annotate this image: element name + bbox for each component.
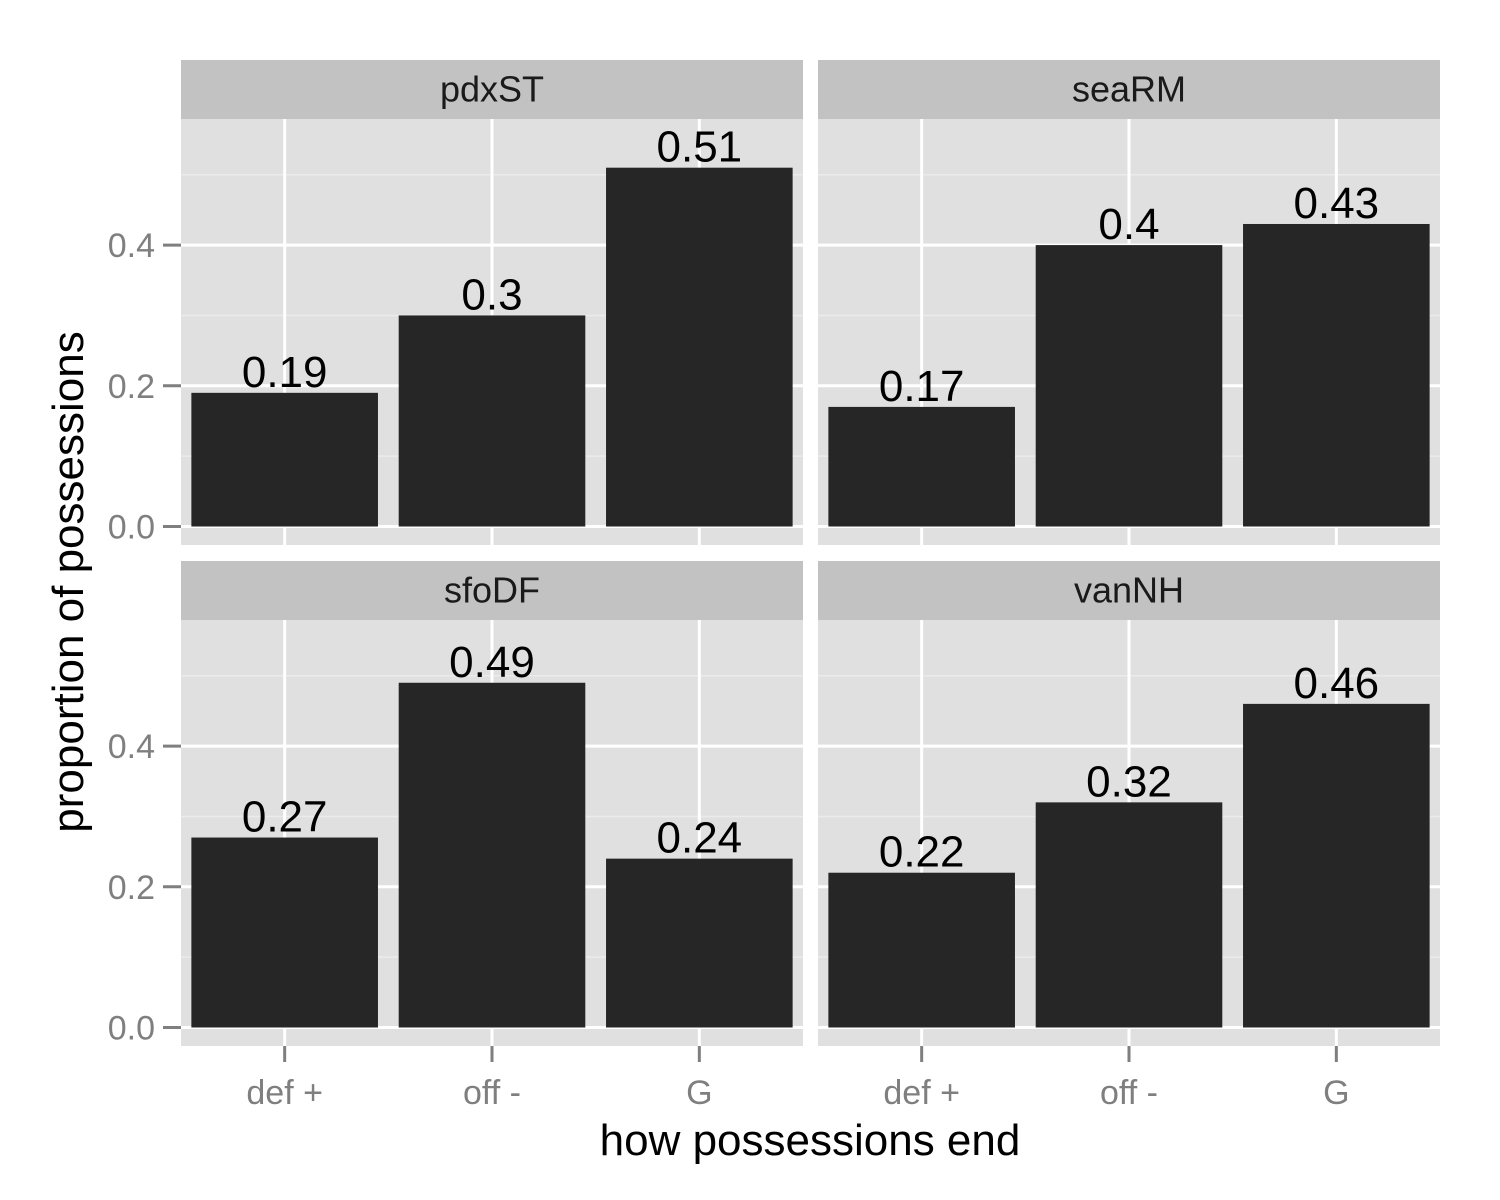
facet-panels: pdxST 0.19 0.3 0.51 seaRM 0.17 0.4 0.43 sfoDF 0.2…: [181, 60, 1440, 1046]
bar-value-label: 0.46: [1294, 659, 1380, 708]
strip-background: [181, 60, 803, 119]
bar-off-sfoDF: [398, 682, 586, 1028]
x-tick-label: G: [1323, 1074, 1349, 1112]
bar-def-vanNH: [828, 872, 1015, 1028]
facet-panel-sfoDF: sfoDF 0.27 0.49 0.24: [181, 561, 803, 1046]
bar-value-label: 0.19: [242, 348, 328, 397]
y-tick-label: 0.2: [108, 368, 155, 406]
bar-def-sfoDF: [191, 837, 378, 1028]
strip-label: vanNH: [1074, 570, 1184, 611]
bar-value-label: 0.51: [657, 123, 743, 172]
y-axis-title: proportion of possessions: [44, 331, 93, 832]
bar-off-seaRM: [1035, 245, 1223, 527]
bar-def-pdxST: [191, 392, 378, 527]
bar-value-label: 0.32: [1086, 757, 1172, 806]
bar-value-label: 0.17: [879, 362, 965, 411]
x-axis-title: how possessions end: [600, 1116, 1021, 1165]
bar-value-label: 0.4: [1098, 200, 1159, 249]
bar-value-label: 0.43: [1294, 179, 1380, 228]
strip-label: seaRM: [1072, 69, 1186, 110]
strip-background: [818, 561, 1440, 620]
bar-value-label: 0.3: [461, 270, 522, 319]
bar-off-pdxST: [398, 315, 586, 527]
bar-value-label: 0.24: [657, 814, 743, 863]
bar-value-label: 0.22: [879, 828, 965, 877]
x-tick-label: off -: [1100, 1074, 1158, 1112]
strip-label: sfoDF: [444, 570, 540, 611]
y-tick-label: 0.2: [108, 869, 155, 907]
x-tick-label: off -: [463, 1074, 521, 1112]
bar-G-sfoDF: [606, 858, 793, 1028]
bar-def-seaRM: [828, 406, 1015, 527]
bar-G-seaRM: [1243, 223, 1430, 527]
bar-G-pdxST: [606, 167, 793, 527]
strip-background: [181, 561, 803, 620]
bar-G-vanNH: [1243, 703, 1430, 1028]
facet-panel-seaRM: seaRM 0.17 0.4 0.43: [818, 60, 1440, 545]
x-tick-label: def +: [246, 1074, 323, 1112]
strip-label: pdxST: [440, 69, 544, 110]
y-tick-label: 0.4: [108, 728, 155, 766]
facet-panel-pdxST: pdxST 0.19 0.3 0.51: [181, 60, 803, 545]
bar-value-label: 0.27: [242, 793, 328, 842]
y-tick-label: 0.0: [108, 509, 155, 547]
x-tick-label: G: [686, 1074, 712, 1112]
bar-off-vanNH: [1035, 802, 1223, 1028]
bar-value-label: 0.49: [449, 638, 535, 687]
y-tick-label: 0.4: [108, 227, 155, 265]
x-tick-label: def +: [883, 1074, 960, 1112]
y-tick-label: 0.0: [108, 1010, 155, 1048]
strip-background: [818, 60, 1440, 119]
facet-panel-vanNH: vanNH 0.22 0.32 0.46: [818, 561, 1440, 1046]
